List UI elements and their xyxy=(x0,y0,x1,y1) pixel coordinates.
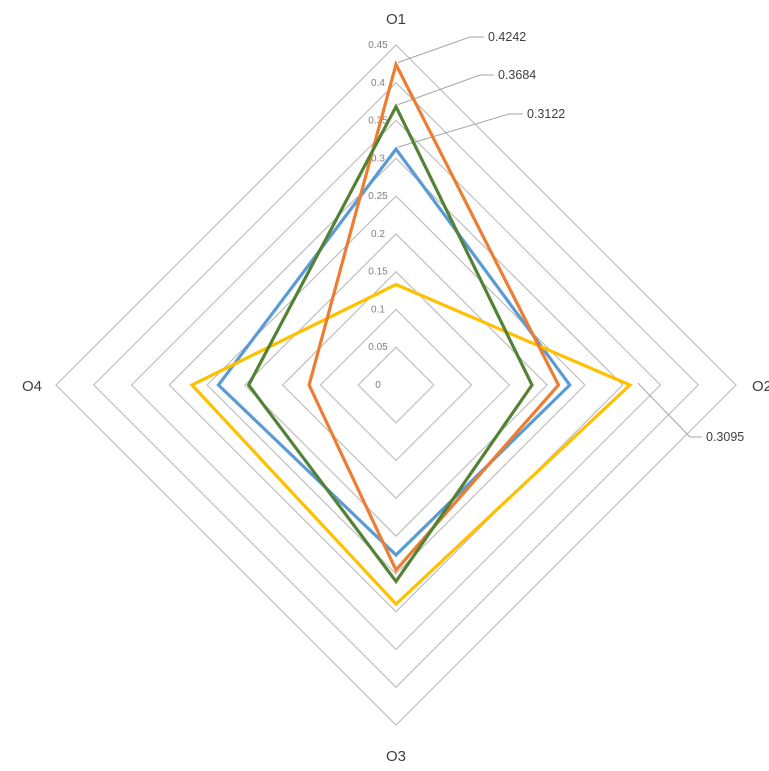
data-label: 0.3095 xyxy=(706,430,744,444)
data-label-leader xyxy=(398,37,484,62)
tick-label: 0.3 xyxy=(371,153,385,164)
grid-ring-8 xyxy=(94,83,698,687)
tick-label: 0.25 xyxy=(368,191,388,202)
axis-label-o2: O2 xyxy=(752,378,769,395)
tick-label: 0.45 xyxy=(368,40,388,51)
tick-label: 0.05 xyxy=(368,342,388,353)
axis-label-o1: O1 xyxy=(386,11,406,28)
tick-label: 0 xyxy=(375,380,381,391)
series-layer xyxy=(192,64,630,604)
tick-label: 0.1 xyxy=(371,304,385,315)
axis-label-o4: O4 xyxy=(22,378,42,395)
data-label: 0.3122 xyxy=(527,107,565,121)
tick-label: 0.2 xyxy=(371,229,385,240)
data-label: 0.4242 xyxy=(488,30,526,44)
grid-ring-1 xyxy=(358,347,434,423)
tick-label: 0.15 xyxy=(368,267,388,278)
data-label-layer: 0.4242 0.3684 0.3122 0.3095 xyxy=(488,30,744,444)
series-line-4 xyxy=(249,107,532,582)
axis-label-o3: O3 xyxy=(386,748,406,765)
grid-ring-6 xyxy=(169,158,622,611)
data-label: 0.3684 xyxy=(498,68,536,82)
tick-label-layer: 00.050.10.150.20.250.30.350.40.45 xyxy=(368,40,388,391)
tick-label: 0.4 xyxy=(371,78,385,89)
grid-ring-2 xyxy=(320,309,471,460)
